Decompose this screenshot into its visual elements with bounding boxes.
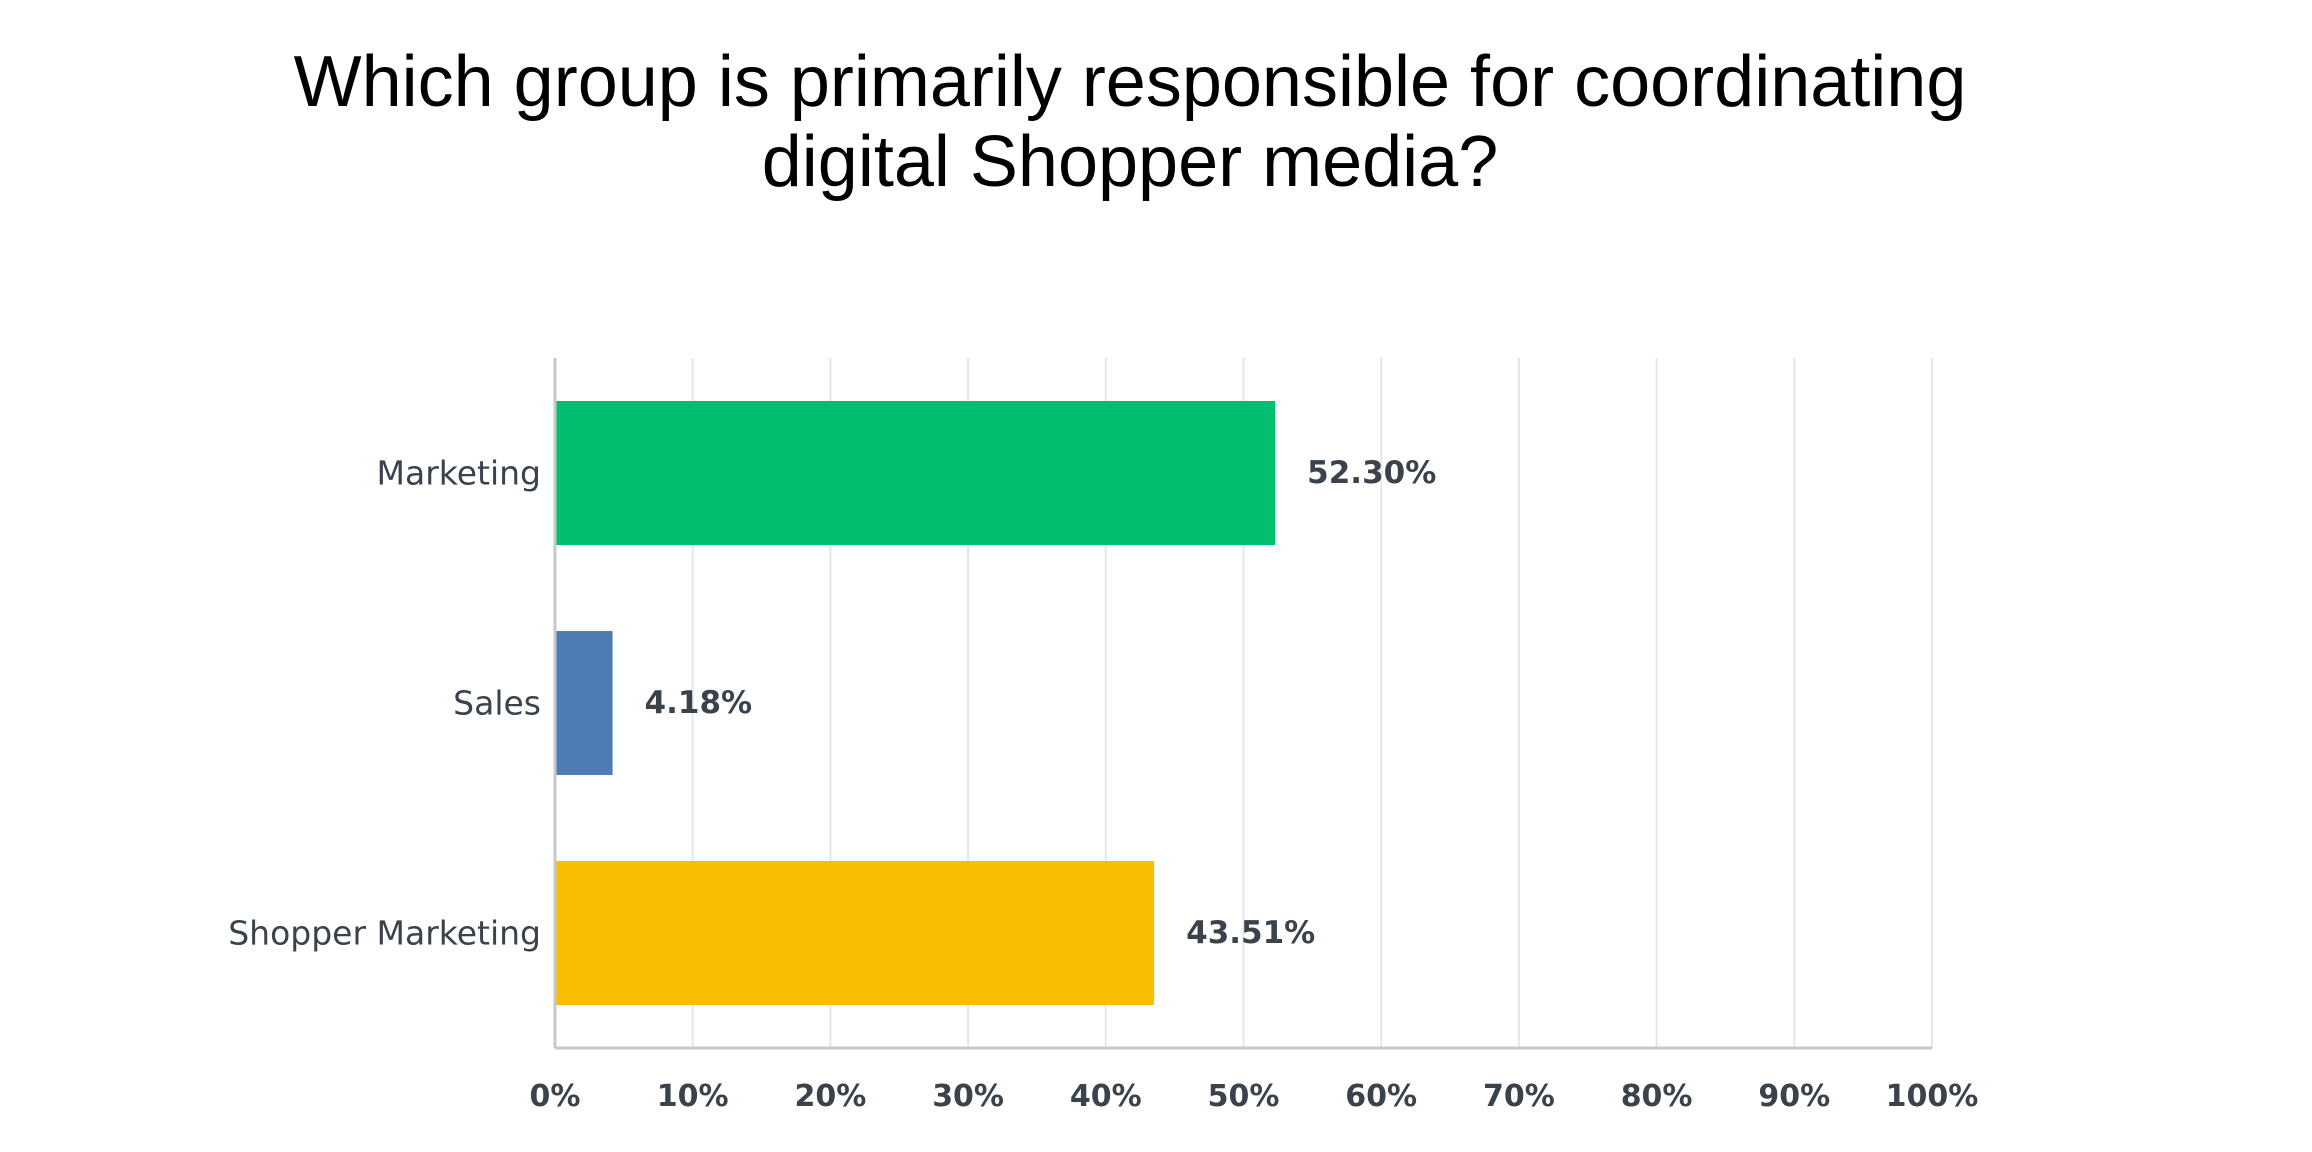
x-tick-label: 10%	[657, 1079, 729, 1114]
x-tick-label: 70%	[1483, 1079, 1555, 1114]
x-tick-label: 20%	[794, 1079, 866, 1114]
chart-title: Which group is primarily responsible for…	[293, 42, 1967, 202]
value-label: 43.51%	[1186, 915, 1315, 951]
value-label: 4.18%	[645, 685, 753, 721]
x-tick-label: 0%	[530, 1079, 581, 1114]
x-tick-label: 40%	[1070, 1079, 1142, 1114]
bar-shopper-marketing	[555, 861, 1155, 1005]
axes	[553, 358, 1932, 1050]
bars	[555, 401, 1276, 1005]
value-label: 52.30%	[1307, 455, 1436, 491]
bar-marketing	[555, 401, 1276, 545]
x-tick-label: 80%	[1621, 1079, 1693, 1114]
x-tick-label: 50%	[1208, 1079, 1280, 1114]
category-label: Marketing	[377, 454, 541, 493]
x-tick-label: 30%	[932, 1079, 1004, 1114]
x-tick-label: 60%	[1345, 1079, 1417, 1114]
labels: 0% 10% 20% 30% 40% 50% 60% 70% 80% 90% 100% Marketi…	[228, 454, 1978, 1115]
x-tick-label: 90%	[1758, 1079, 1830, 1114]
x-tick-label: 100%	[1886, 1079, 1979, 1114]
bar-sales	[555, 631, 613, 775]
category-label: Shopper Marketing	[228, 914, 541, 953]
category-label: Sales	[453, 684, 541, 723]
